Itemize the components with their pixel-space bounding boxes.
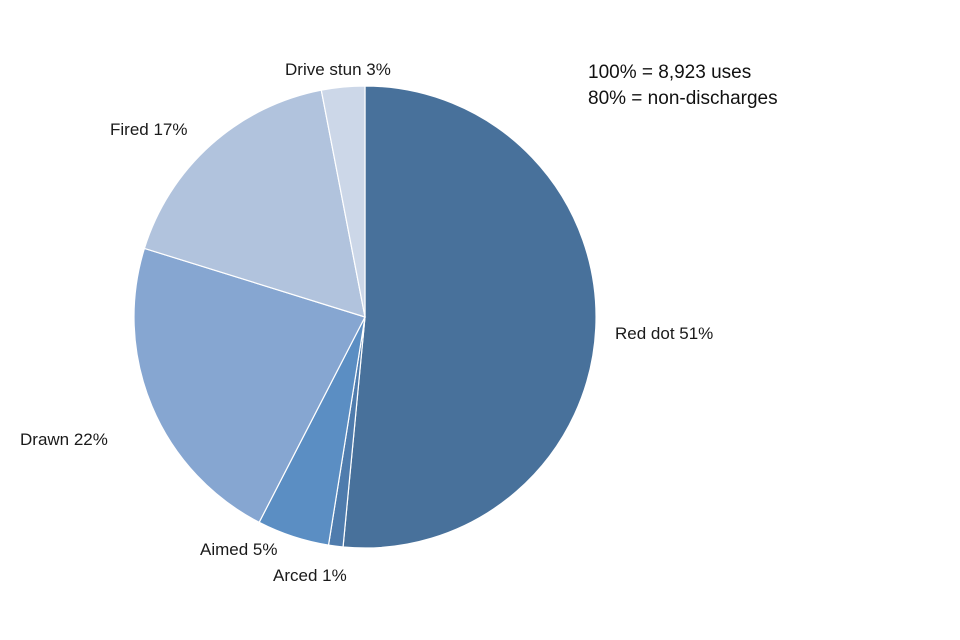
slice-label-fired: Fired 17%: [110, 120, 187, 139]
chart-annotation: 100% = 8,923 uses 80% = non-discharges: [588, 60, 778, 112]
pie-slice-fired: [143, 89, 366, 318]
non-discharges-note: 80% = non-discharges: [588, 88, 778, 109]
pie-labels: Red dot 51% Arced 1% Aimed 5% Drawn 22% Fire…: [20, 60, 713, 585]
pie-slice-drawn: [133, 247, 366, 524]
slice-label-drive-stun: Drive stun 3%: [285, 60, 391, 79]
slice-label-red-dot: Red dot 51%: [615, 324, 713, 343]
pie-slices: [133, 85, 597, 549]
pie-slice-red-dot: [342, 85, 597, 549]
pie-slice-drive-stun: [320, 85, 366, 318]
slice-label-arced: Arced 1%: [273, 566, 347, 585]
slice-label-drawn: Drawn 22%: [20, 430, 108, 449]
total-uses-note: 100% = 8,923 uses: [588, 62, 752, 83]
slice-label-aimed: Aimed 5%: [200, 540, 277, 559]
